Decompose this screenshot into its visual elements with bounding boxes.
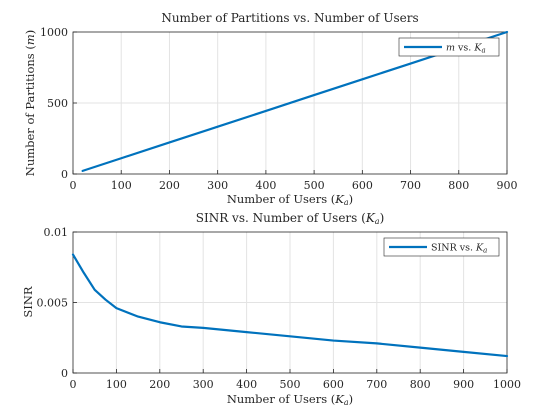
x-tick-label: 300 (207, 179, 228, 192)
chart-partitions-vs-users: Number of Partitions vs. Number of Users… (23, 11, 518, 207)
y-axis-label: Number of Partitions (m) (23, 30, 37, 176)
chart-title: Number of Partitions vs. Number of Users (161, 11, 418, 25)
x-tick-label: 800 (448, 179, 469, 192)
x-axis-label: Number of Users (Ka) (227, 192, 353, 207)
legend: SINR vs. Ka (383, 237, 500, 257)
x-tick-label: 0 (70, 179, 77, 192)
legend-entry: SINR vs. Ka (431, 243, 487, 255)
x-tick-label: 300 (193, 378, 214, 391)
x-tick-label: 800 (410, 378, 431, 391)
y-tick-label: 500 (47, 97, 68, 110)
x-axis-label-close: ) (349, 192, 354, 206)
x-tick-label: 100 (111, 179, 132, 192)
y-axis-label: SINR (21, 286, 35, 317)
x-tick-label: 900 (453, 378, 474, 391)
y-tick-label: 0.005 (37, 297, 69, 310)
legend-entry-sub: a (483, 247, 487, 255)
y-tick-label: 1000 (40, 26, 68, 39)
legend-entry-vs: vs. (455, 43, 474, 54)
x-axis-label-close: ) (349, 392, 354, 406)
y-axis-label-close: ) (23, 30, 37, 35)
x-tick-label: 700 (366, 378, 387, 391)
x-tick-label: 600 (323, 378, 344, 391)
x-tick-label: 100 (106, 378, 127, 391)
x-tick-label: 500 (304, 179, 325, 192)
x-ticks: 0 100 200 300 400 500 600 700 800 900 (70, 170, 518, 192)
chart-title-k: K (365, 211, 376, 225)
x-tick-label: 400 (255, 179, 276, 192)
y-tick-label: 0 (61, 367, 68, 380)
y-tick-label: 0 (61, 168, 68, 181)
x-axis-label-text: Number of Users ( (227, 192, 335, 206)
legend-entry-k: K (473, 43, 482, 54)
x-tick-label: 0 (70, 378, 77, 391)
chart-title-sub: a (375, 217, 380, 226)
chart-title-text: SINR vs. Number of Users ( (196, 211, 366, 225)
chart-title-close: ) (380, 211, 385, 225)
x-ticks: 0 100 200 300 400 500 600 700 800 900 1000 (70, 369, 521, 391)
legend-entry-sub: a (481, 47, 485, 55)
legend-entry: m vs. Ka (446, 43, 486, 55)
y-ticks: 0 500 1000 (40, 26, 77, 181)
x-tick-label: 200 (159, 179, 180, 192)
legend: m vs. Ka (398, 37, 500, 57)
y-axis-label-m: m (23, 34, 37, 45)
x-tick-label: 600 (352, 179, 373, 192)
x-tick-label: 400 (236, 378, 257, 391)
x-axis-label: Number of Users (Ka) (227, 392, 353, 407)
legend-entry-m: m (446, 43, 455, 54)
x-tick-label: 500 (280, 378, 301, 391)
legend-box (383, 237, 500, 257)
chart-sinr-vs-users: SINR vs. Number of Users (Ka) 0 100 200 300… (21, 211, 521, 407)
y-ticks: 0 0.005 0.01 (37, 226, 77, 380)
legend-box (398, 37, 500, 57)
y-tick-label: 0.01 (44, 226, 69, 239)
gridlines (73, 232, 507, 373)
x-tick-label: 900 (497, 179, 518, 192)
x-tick-label: 1000 (493, 378, 521, 391)
chart-title: SINR vs. Number of Users (Ka) (196, 211, 385, 226)
x-axis-label-text: Number of Users ( (227, 392, 335, 406)
y-axis-label-text: Number of Partitions ( (23, 45, 37, 176)
legend-entry-k: K (475, 243, 484, 254)
x-axis-label-k: K (334, 192, 345, 206)
x-tick-label: 700 (400, 179, 421, 192)
x-axis-label-k: K (334, 392, 345, 406)
series-line-sinr-vs-ka (71, 253, 509, 358)
x-axis-label-sub: a (344, 398, 349, 407)
x-axis-label-sub: a (344, 198, 349, 207)
x-tick-label: 200 (149, 378, 170, 391)
legend-entry-text: SINR vs. (431, 243, 476, 254)
